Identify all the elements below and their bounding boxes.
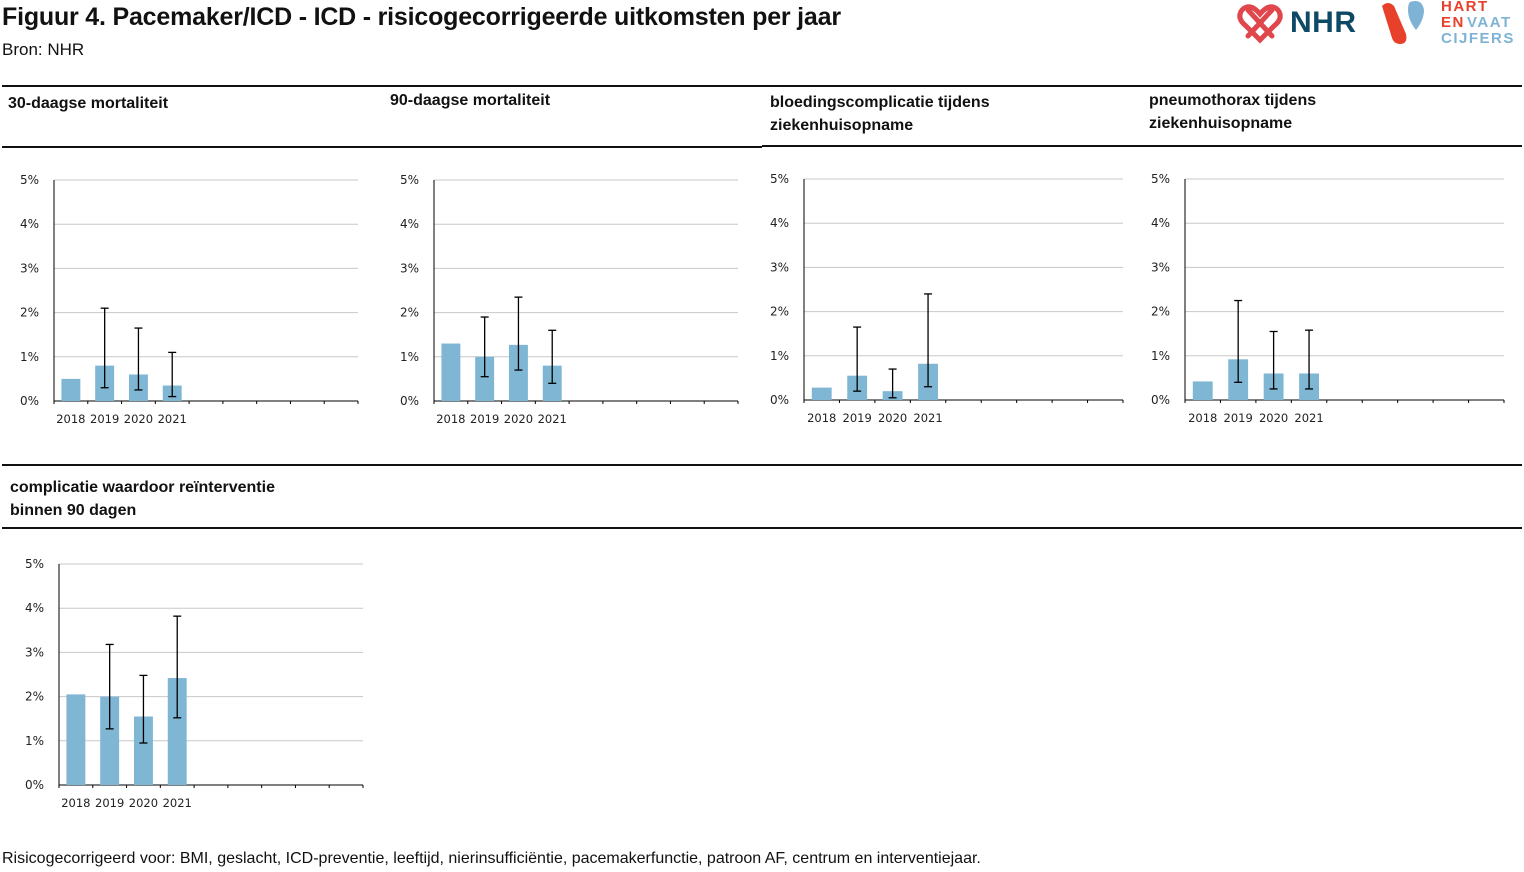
y-tick-label: 4% [1151, 216, 1170, 230]
rule-header-right [762, 145, 1522, 147]
x-tick-label: 2019 [470, 412, 499, 426]
panel-title-line: 90-daagse mortaliteit [390, 92, 551, 109]
x-tick-label: 2021 [158, 412, 187, 426]
x-tick-label: 2018 [807, 411, 836, 425]
y-tick-label: 3% [1151, 260, 1170, 274]
y-tick-label: 3% [400, 261, 419, 275]
panel-title-line: complicatie waardoor reïnterventie [10, 479, 275, 496]
panel-title-line: bloedingscomplicatie tijdens [770, 94, 990, 111]
nhr-logo-text: NHR [1290, 6, 1357, 39]
y-tick-label: 1% [25, 734, 44, 748]
bar-2020 [133, 716, 153, 785]
y-tick-label: 1% [20, 350, 39, 364]
y-tick-label: 5% [25, 557, 44, 571]
y-tick-label: 5% [400, 173, 419, 187]
y-tick-label: 2% [770, 305, 789, 319]
nhr-heart-icon [1237, 4, 1283, 44]
y-tick-label: 0% [400, 394, 419, 408]
y-tick-label: 3% [25, 645, 44, 659]
rule-header-bottom [2, 527, 1522, 529]
x-tick-label: 2018 [61, 796, 90, 810]
x-tick-label: 2020 [1259, 411, 1288, 425]
chart-90d-mortality: 0% 1% 2% 3% 4% 5% 2018 2019 2020 2021 [400, 173, 739, 426]
chart-pneumothorax: 0% 1% 2% 3% 4% 5% 2018 2019 2020 2021 [1151, 172, 1505, 425]
panel-title-30d-mortality: 30-daagse mortaliteit [8, 92, 168, 115]
panel-title-pneumothorax: pneumothorax tijdens ziekenhuisopname [1149, 89, 1316, 135]
y-tick-label: 0% [20, 394, 39, 408]
panel-title-line: ziekenhuisopname [770, 117, 914, 134]
rule-header-left [2, 146, 762, 148]
y-tick-label: 5% [20, 173, 39, 187]
bar-2018 [441, 343, 461, 401]
panel-title-line: pneumothorax tijdens [1149, 92, 1317, 109]
y-tick-label: 1% [770, 349, 789, 363]
x-tick-label: 2019 [95, 796, 124, 810]
rule-top [2, 85, 1522, 87]
y-tick-label: 4% [20, 217, 39, 231]
bar-2018 [66, 694, 86, 785]
y-tick-label: 0% [1151, 393, 1170, 407]
panel-title-line: ziekenhuisopname [1149, 115, 1293, 132]
y-tick-label: 0% [25, 778, 44, 792]
y-tick-label: 4% [400, 217, 419, 231]
y-tick-label: 2% [20, 306, 39, 320]
x-tick-label: 2021 [913, 411, 942, 425]
chart-bleeding: 0% 1% 2% 3% 4% 5% 2018 2019 2020 2021 [770, 172, 1124, 425]
y-tick-label: 1% [1151, 349, 1170, 363]
x-tick-label: 2018 [1188, 411, 1217, 425]
y-tick-label: 2% [400, 306, 419, 320]
logo-word-hart: HART [1441, 0, 1489, 15]
y-tick-label: 5% [770, 172, 789, 186]
y-tick-label: 4% [770, 216, 789, 230]
chart-reintervention: 0% 1% 2% 3% 4% 5% 2018 2019 2020 2021 [25, 557, 364, 810]
y-tick-label: 1% [400, 350, 419, 364]
x-tick-label: 2020 [124, 412, 153, 426]
y-tick-label: 3% [20, 261, 39, 275]
rule-middle [2, 464, 1522, 466]
panel-title-bleeding: bloedingscomplicatie tijdens ziekenhuiso… [770, 91, 990, 137]
bar-2019 [100, 696, 120, 785]
x-tick-label: 2021 [538, 412, 567, 426]
logo-word-en: EN [1441, 14, 1465, 31]
x-tick-label: 2018 [436, 412, 465, 426]
panel-title-90d-mortality: 90-daagse mortaliteit [390, 89, 550, 112]
x-tick-label: 2019 [90, 412, 119, 426]
bar-2019 [475, 356, 495, 401]
logo-word-cijfers: CIJFERS [1441, 30, 1515, 47]
page-title: Figuur 4. Pacemaker/ICD - ICD - risicoge… [2, 3, 841, 31]
y-tick-label: 0% [770, 393, 789, 407]
x-tick-label: 2019 [843, 411, 872, 425]
y-tick-label: 2% [25, 690, 44, 704]
x-tick-label: 2018 [56, 412, 85, 426]
hartenvaat-icon [1382, 1, 1424, 44]
y-tick-label: 5% [1151, 172, 1170, 186]
x-tick-label: 2019 [1224, 411, 1253, 425]
bar-2018 [1192, 381, 1213, 400]
panel-title-line: 30-daagse mortaliteit [8, 95, 169, 112]
y-tick-label: 2% [1151, 305, 1170, 319]
bar-2020 [508, 344, 528, 401]
x-tick-label: 2020 [504, 412, 533, 426]
bar-2021 [167, 678, 187, 785]
y-tick-label: 3% [770, 260, 789, 274]
source-label: Bron: NHR [2, 40, 85, 59]
y-tick-label: 4% [25, 601, 44, 615]
hartenvaat-logo: HART EN VAAT CIJFERS [1378, 0, 1524, 48]
panel-title-line: binnen 90 dagen [10, 502, 137, 519]
x-tick-label: 2021 [1294, 411, 1323, 425]
x-tick-label: 2021 [163, 796, 192, 810]
bar-2018 [61, 378, 81, 401]
bar-2018 [811, 387, 832, 400]
panel-title-reintervention: complicatie waardoor reïnterventie binne… [10, 476, 275, 522]
nhr-logo: NHR [1236, 0, 1362, 48]
chart-30d-mortality: 0% 1% 2% 3% 4% 5% 2018 2019 2020 2021 [20, 173, 359, 426]
x-tick-label: 2020 [129, 796, 158, 810]
x-tick-label: 2020 [878, 411, 907, 425]
footnote: Risicogecorrigeerd voor: BMI, geslacht, … [2, 850, 981, 867]
logo-word-vaat: VAAT [1467, 14, 1512, 31]
